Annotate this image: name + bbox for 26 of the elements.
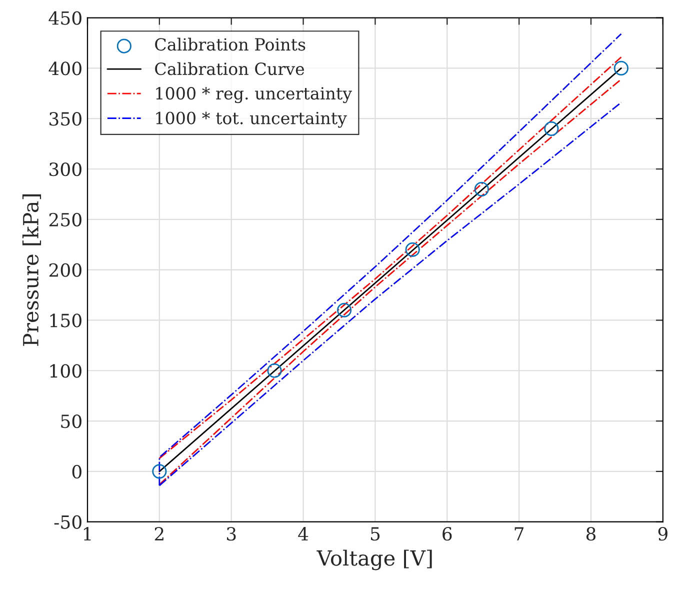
legend-label: Calibration Curve xyxy=(155,62,304,76)
x-tick-label: 6 xyxy=(442,527,452,541)
legend-label: 1000 * reg. uncertainty xyxy=(156,87,352,104)
legend-label: 1000 * tot. uncertainty xyxy=(156,112,347,128)
x-tick-label: 4 xyxy=(298,527,308,540)
y-tick-label: 200 xyxy=(49,263,82,277)
y-tick-label: 100 xyxy=(50,364,82,378)
y-tick-label: 50 xyxy=(61,414,82,428)
y-tick-label: 150 xyxy=(50,314,82,328)
y-tick-label: 400 xyxy=(48,62,82,76)
legend-label: Calibration Points xyxy=(155,38,306,51)
y-axis-title: Pressure [kPa] xyxy=(22,194,42,346)
x-tick-label: 9 xyxy=(658,527,668,541)
y-tick-label: 0 xyxy=(72,464,82,479)
x-tick-label: 8 xyxy=(586,527,596,541)
x-tick-label: 5 xyxy=(370,527,380,541)
y-tick-label: 350 xyxy=(50,112,82,126)
y-tick-label: 250 xyxy=(49,212,82,227)
x-tick-label: 2 xyxy=(154,527,164,540)
x-tick-label: 1 xyxy=(84,527,91,540)
x-tick-label: 7 xyxy=(514,527,524,540)
x-tick-label: 3 xyxy=(226,527,236,541)
x-axis-title: Voltage [V] xyxy=(316,550,432,570)
y-tick-label: 450 xyxy=(48,11,82,25)
y-tick-label: -50 xyxy=(54,515,82,529)
y-tick-label: 300 xyxy=(50,162,82,176)
